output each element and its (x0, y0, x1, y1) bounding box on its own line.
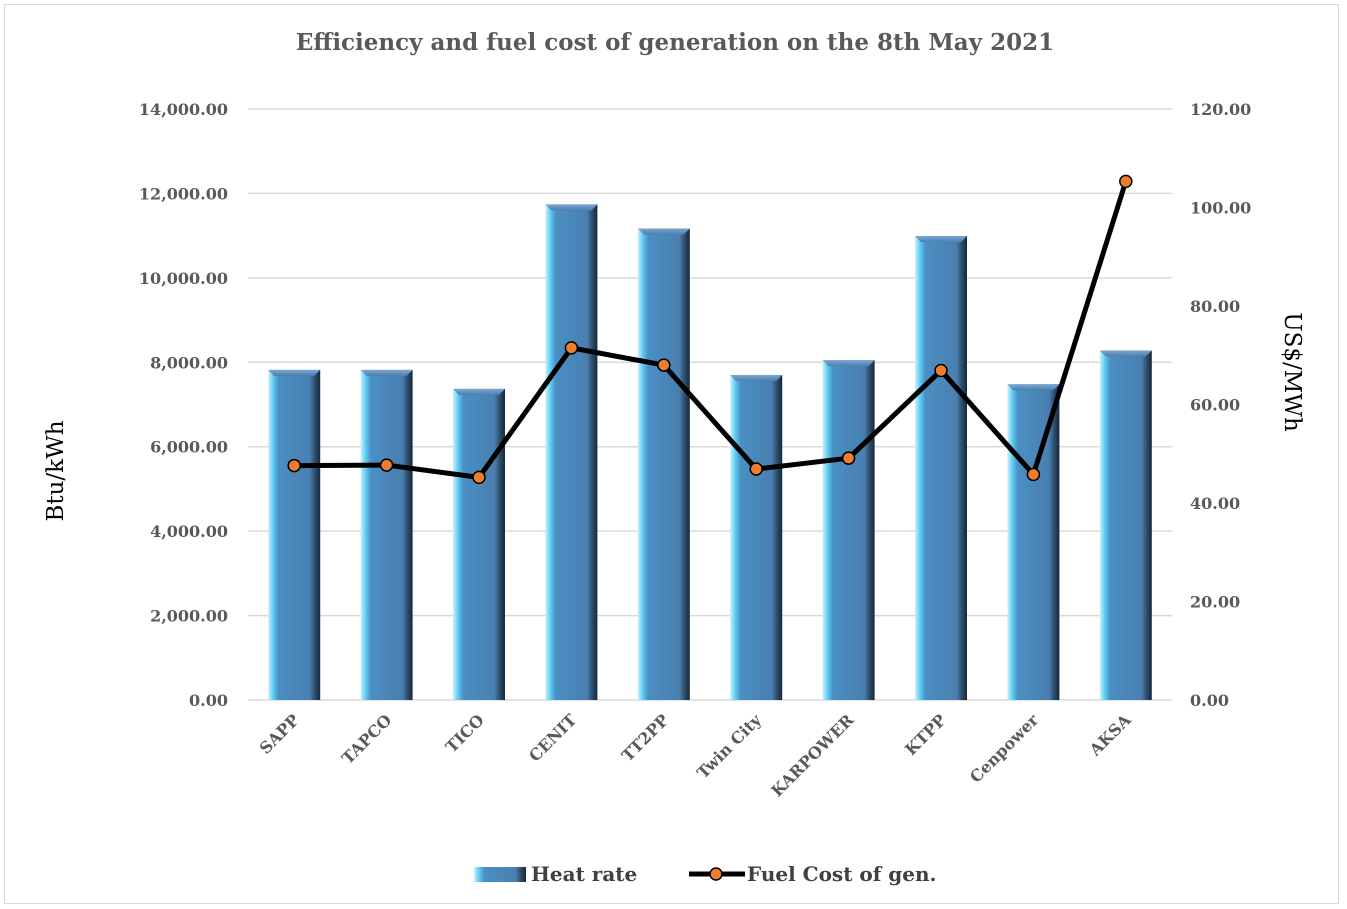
heat-rate-bars (268, 204, 1152, 700)
fuel-cost-point (934, 363, 948, 378)
bar-body (730, 374, 783, 700)
fuel-cost-point (1119, 174, 1133, 189)
bar (637, 228, 690, 700)
category-label: AKSA (1085, 710, 1135, 760)
bar-body (822, 360, 875, 700)
left-tick-label: 0.00 (189, 691, 228, 710)
category-label: KTPP (901, 710, 950, 759)
bar-body (360, 369, 413, 700)
bar-top (453, 388, 505, 395)
left-tick-label: 6,000.00 (150, 438, 228, 457)
bar (545, 204, 598, 700)
chart-frame: Efficiency and fuel cost of generation o… (4, 4, 1339, 904)
bar (1099, 350, 1152, 700)
chart-title: Efficiency and fuel cost of generation o… (296, 29, 1054, 56)
category-label: Twin City (693, 710, 765, 782)
fuel-cost-point (1026, 467, 1041, 482)
bar-top (545, 204, 598, 211)
right-tick-label: 120.00 (1190, 100, 1251, 119)
bar-body (915, 236, 967, 700)
bar-top (1007, 384, 1060, 391)
category-label: TT2PP (618, 710, 673, 765)
right-tick-label: 100.00 (1190, 199, 1251, 218)
left-tick-label: 4,000.00 (150, 522, 228, 541)
bar (1007, 384, 1060, 700)
bar (822, 360, 875, 700)
left-tick-label: 2,000.00 (150, 607, 228, 626)
bar-top (915, 236, 967, 243)
left-axis-ticks: 0.00 2,000.00 4,000.00 6,000.00 8,000.00 10,0… (139, 100, 228, 710)
bar-top (1099, 350, 1152, 357)
category-label: TAPCO (338, 710, 395, 767)
bar-body (1099, 350, 1152, 700)
bar-body (637, 228, 690, 700)
left-tick-label: 8,000.00 (150, 353, 228, 372)
bar-body (545, 204, 598, 700)
fuel-cost-point (657, 358, 671, 372)
bar-top (730, 374, 783, 381)
legend: Heat rate Fuel Cost of gen. (474, 862, 937, 886)
bar (730, 374, 783, 700)
right-tick-label: 60.00 (1190, 396, 1240, 415)
bar-top (822, 360, 875, 367)
right-tick-label: 0.00 (1190, 691, 1229, 710)
category-label: KARPOWER (767, 710, 858, 801)
bar (453, 388, 505, 700)
left-tick-label: 14,000.00 (139, 100, 228, 119)
bar-top (360, 369, 413, 376)
category-label: CENIT (525, 710, 580, 765)
bar-top (268, 369, 321, 376)
bar (360, 369, 413, 700)
right-tick-label: 20.00 (1190, 593, 1240, 612)
category-labels: SAPP TAPCO TICO CENIT TT2PP Twin City KARPOWER… (256, 710, 1135, 801)
category-label: TICO (442, 710, 488, 756)
bar-top (637, 228, 690, 235)
fuel-cost-markers (287, 174, 1133, 485)
bar-body (453, 388, 505, 700)
bar (268, 369, 321, 700)
bar (915, 236, 967, 700)
fuel-cost-point (749, 462, 763, 476)
legend-fuel-cost-marker (709, 867, 723, 881)
right-tick-label: 80.00 (1190, 297, 1240, 316)
bar-body (1007, 384, 1060, 700)
left-axis-title: Btu/kWh (43, 420, 69, 521)
category-label: SAPP (256, 710, 303, 757)
left-tick-label: 12,000.00 (139, 184, 228, 203)
fuel-cost-point (472, 470, 486, 485)
chart-svg: Efficiency and fuel cost of generation o… (43, 29, 1305, 886)
right-axis-ticks: 0.00 20.00 40.00 60.00 80.00 100.00 120.00 (1190, 100, 1251, 710)
fuel-cost-point (841, 451, 856, 465)
bar-body (268, 369, 321, 700)
right-axis-title: US$/MWh (1279, 312, 1305, 432)
category-label: Cenpower (966, 710, 1043, 787)
legend-fuel-cost-label: Fuel Cost of gen. (747, 862, 937, 886)
left-tick-label: 10,000.00 (139, 269, 228, 288)
fuel-cost-point (564, 341, 579, 355)
legend-heat-rate-swatch (474, 867, 526, 882)
fuel-cost-point (287, 458, 301, 473)
right-tick-label: 40.00 (1190, 494, 1240, 513)
fuel-cost-point (379, 458, 394, 472)
fuel-cost-line (294, 180, 1129, 480)
legend-heat-rate-label: Heat rate (531, 862, 637, 886)
fuel-cost-polyline (294, 180, 1129, 480)
